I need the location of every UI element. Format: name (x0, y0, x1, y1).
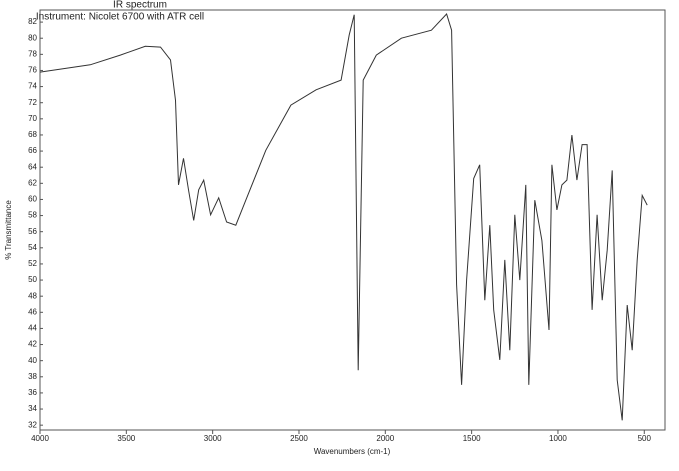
y-tick-label: 72 (28, 98, 37, 107)
y-tick-label: 68 (28, 130, 37, 139)
y-tick-label: 46 (28, 307, 37, 316)
plot-frame (39, 9, 666, 431)
chart-subtitle: Instrument: Nicolet 6700 with ATR cell (36, 12, 204, 23)
y-tick-label: 52 (28, 259, 37, 268)
x-tick-label: 1500 (463, 434, 481, 443)
y-tick-label: 42 (28, 340, 37, 349)
spectrum-line (39, 13, 648, 421)
y-tick-label: 60 (28, 195, 37, 204)
y-tick-label: 48 (28, 291, 37, 300)
y-tick-label: 34 (28, 404, 37, 413)
y-tick-label: 38 (28, 372, 37, 381)
y-tick-label: 74 (28, 82, 37, 91)
y-tick-label: 80 (28, 33, 37, 42)
y-tick-label: 40 (28, 356, 37, 365)
y-tick-label: 56 (28, 227, 37, 236)
y-tick-label: 82 (28, 17, 37, 26)
y-tick-label: 58 (28, 211, 37, 220)
y-tick-label: 76 (28, 66, 37, 75)
y-tick-label: 78 (28, 49, 37, 58)
y-tick-label: 44 (28, 324, 37, 333)
x-tick-label: 4000 (31, 434, 49, 443)
y-tick-label: 62 (28, 178, 37, 187)
x-axis-label: Wavenumbers (cm-1) (314, 447, 391, 456)
y-tick-label: 50 (28, 275, 37, 284)
y-axis-label: % Transmittance (4, 200, 13, 260)
y-tick-label: 36 (28, 388, 37, 397)
x-tick-label: 2000 (376, 434, 394, 443)
y-tick-label: 64 (28, 162, 37, 171)
y-tick-label: 66 (28, 146, 37, 155)
x-tick-label: 3500 (117, 434, 135, 443)
y-tick-label: 54 (28, 243, 37, 252)
chart-title: IR spectrum (113, 0, 167, 11)
y-tick-label: 70 (28, 114, 37, 123)
x-tick-label: 2500 (290, 434, 308, 443)
x-tick-label: 1000 (549, 434, 567, 443)
x-tick-label: 3000 (204, 434, 222, 443)
y-tick-label: 32 (28, 420, 37, 429)
x-tick-label: 500 (638, 434, 652, 443)
